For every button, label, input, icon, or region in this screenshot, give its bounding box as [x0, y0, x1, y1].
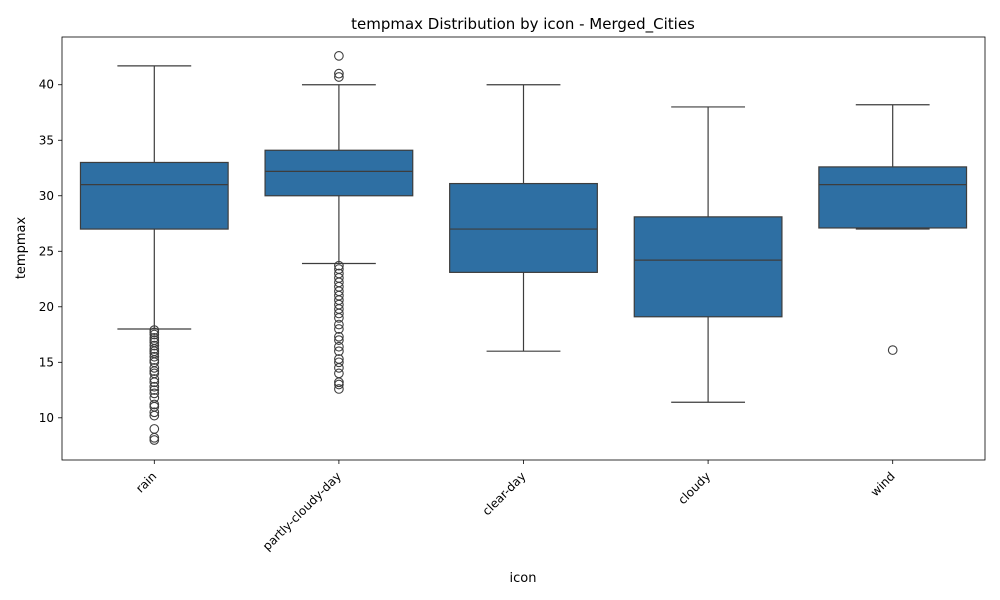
outlier-point — [149, 340, 160, 351]
x-tick-label: rain — [133, 469, 159, 495]
iqr-box — [264, 149, 414, 197]
outlier-point — [334, 368, 344, 379]
chart-title: tempmax Distribution by icon - Merged_Ci… — [351, 15, 695, 34]
y-tick-label: 10 — [39, 411, 54, 425]
outlier-point — [334, 331, 344, 342]
iqr-box — [818, 166, 968, 229]
y-axis: 10 15 20 25 30 35 40 — [39, 78, 62, 425]
outlier-point — [149, 435, 160, 445]
outlier-point — [149, 392, 160, 403]
y-tick-label: 25 — [39, 244, 54, 258]
outlier-point — [334, 268, 344, 279]
outlier-point — [149, 363, 160, 373]
outlier-point — [149, 385, 160, 395]
outlier-point — [334, 377, 344, 388]
outlier-point — [149, 325, 160, 335]
outlier-point — [149, 333, 160, 343]
x-axis-label: icon — [510, 571, 537, 586]
iqr-box — [79, 161, 229, 230]
outlier-point — [887, 345, 898, 355]
iqr-box — [633, 216, 783, 318]
x-tick-label: partly-cloudy-day — [260, 469, 344, 553]
y-tick-label: 30 — [39, 189, 54, 203]
x-tick-label: wind — [868, 469, 898, 499]
outlier-point — [149, 432, 160, 443]
outlier-point — [334, 51, 344, 61]
outlier-point — [149, 381, 160, 392]
x-tick-label: clear-day — [480, 469, 529, 518]
outlier-point — [149, 399, 160, 410]
outlier-point — [334, 354, 344, 364]
y-tick-label: 15 — [39, 355, 54, 369]
outlier-point — [334, 346, 344, 357]
outlier-point — [149, 351, 160, 362]
y-axis-label: tempmax — [14, 217, 29, 280]
outlier-point — [149, 401, 160, 412]
box-group-rain — [79, 65, 229, 445]
y-tick-label: 20 — [39, 300, 54, 314]
x-axis: rain partly-cloudy-day clear-day cloudy wind — [133, 460, 898, 553]
box-group-partly-cloudy-day — [264, 51, 414, 394]
outlier-point — [334, 324, 344, 334]
outlier-point — [334, 72, 344, 82]
outlier-point — [149, 407, 160, 418]
outlier-point — [334, 335, 344, 345]
iqr-box — [449, 182, 598, 273]
y-tick-label: 40 — [39, 78, 54, 92]
outlier-point — [334, 264, 344, 274]
outlier-point — [149, 424, 160, 434]
box-group-cloudy — [633, 106, 783, 403]
outlier-point — [149, 388, 160, 399]
box-group-wind — [818, 104, 968, 355]
box-group-clear-day — [449, 84, 598, 352]
outlier-point — [334, 384, 344, 394]
y-tick-label: 35 — [39, 133, 54, 147]
x-tick-label: cloudy — [675, 469, 713, 507]
plot-area — [79, 51, 968, 445]
outlier-point — [334, 260, 344, 271]
outlier-point — [149, 374, 160, 384]
outlier-point — [334, 319, 344, 330]
outlier-point — [334, 357, 344, 368]
outlier-point — [334, 341, 344, 352]
outlier-point — [334, 68, 344, 79]
